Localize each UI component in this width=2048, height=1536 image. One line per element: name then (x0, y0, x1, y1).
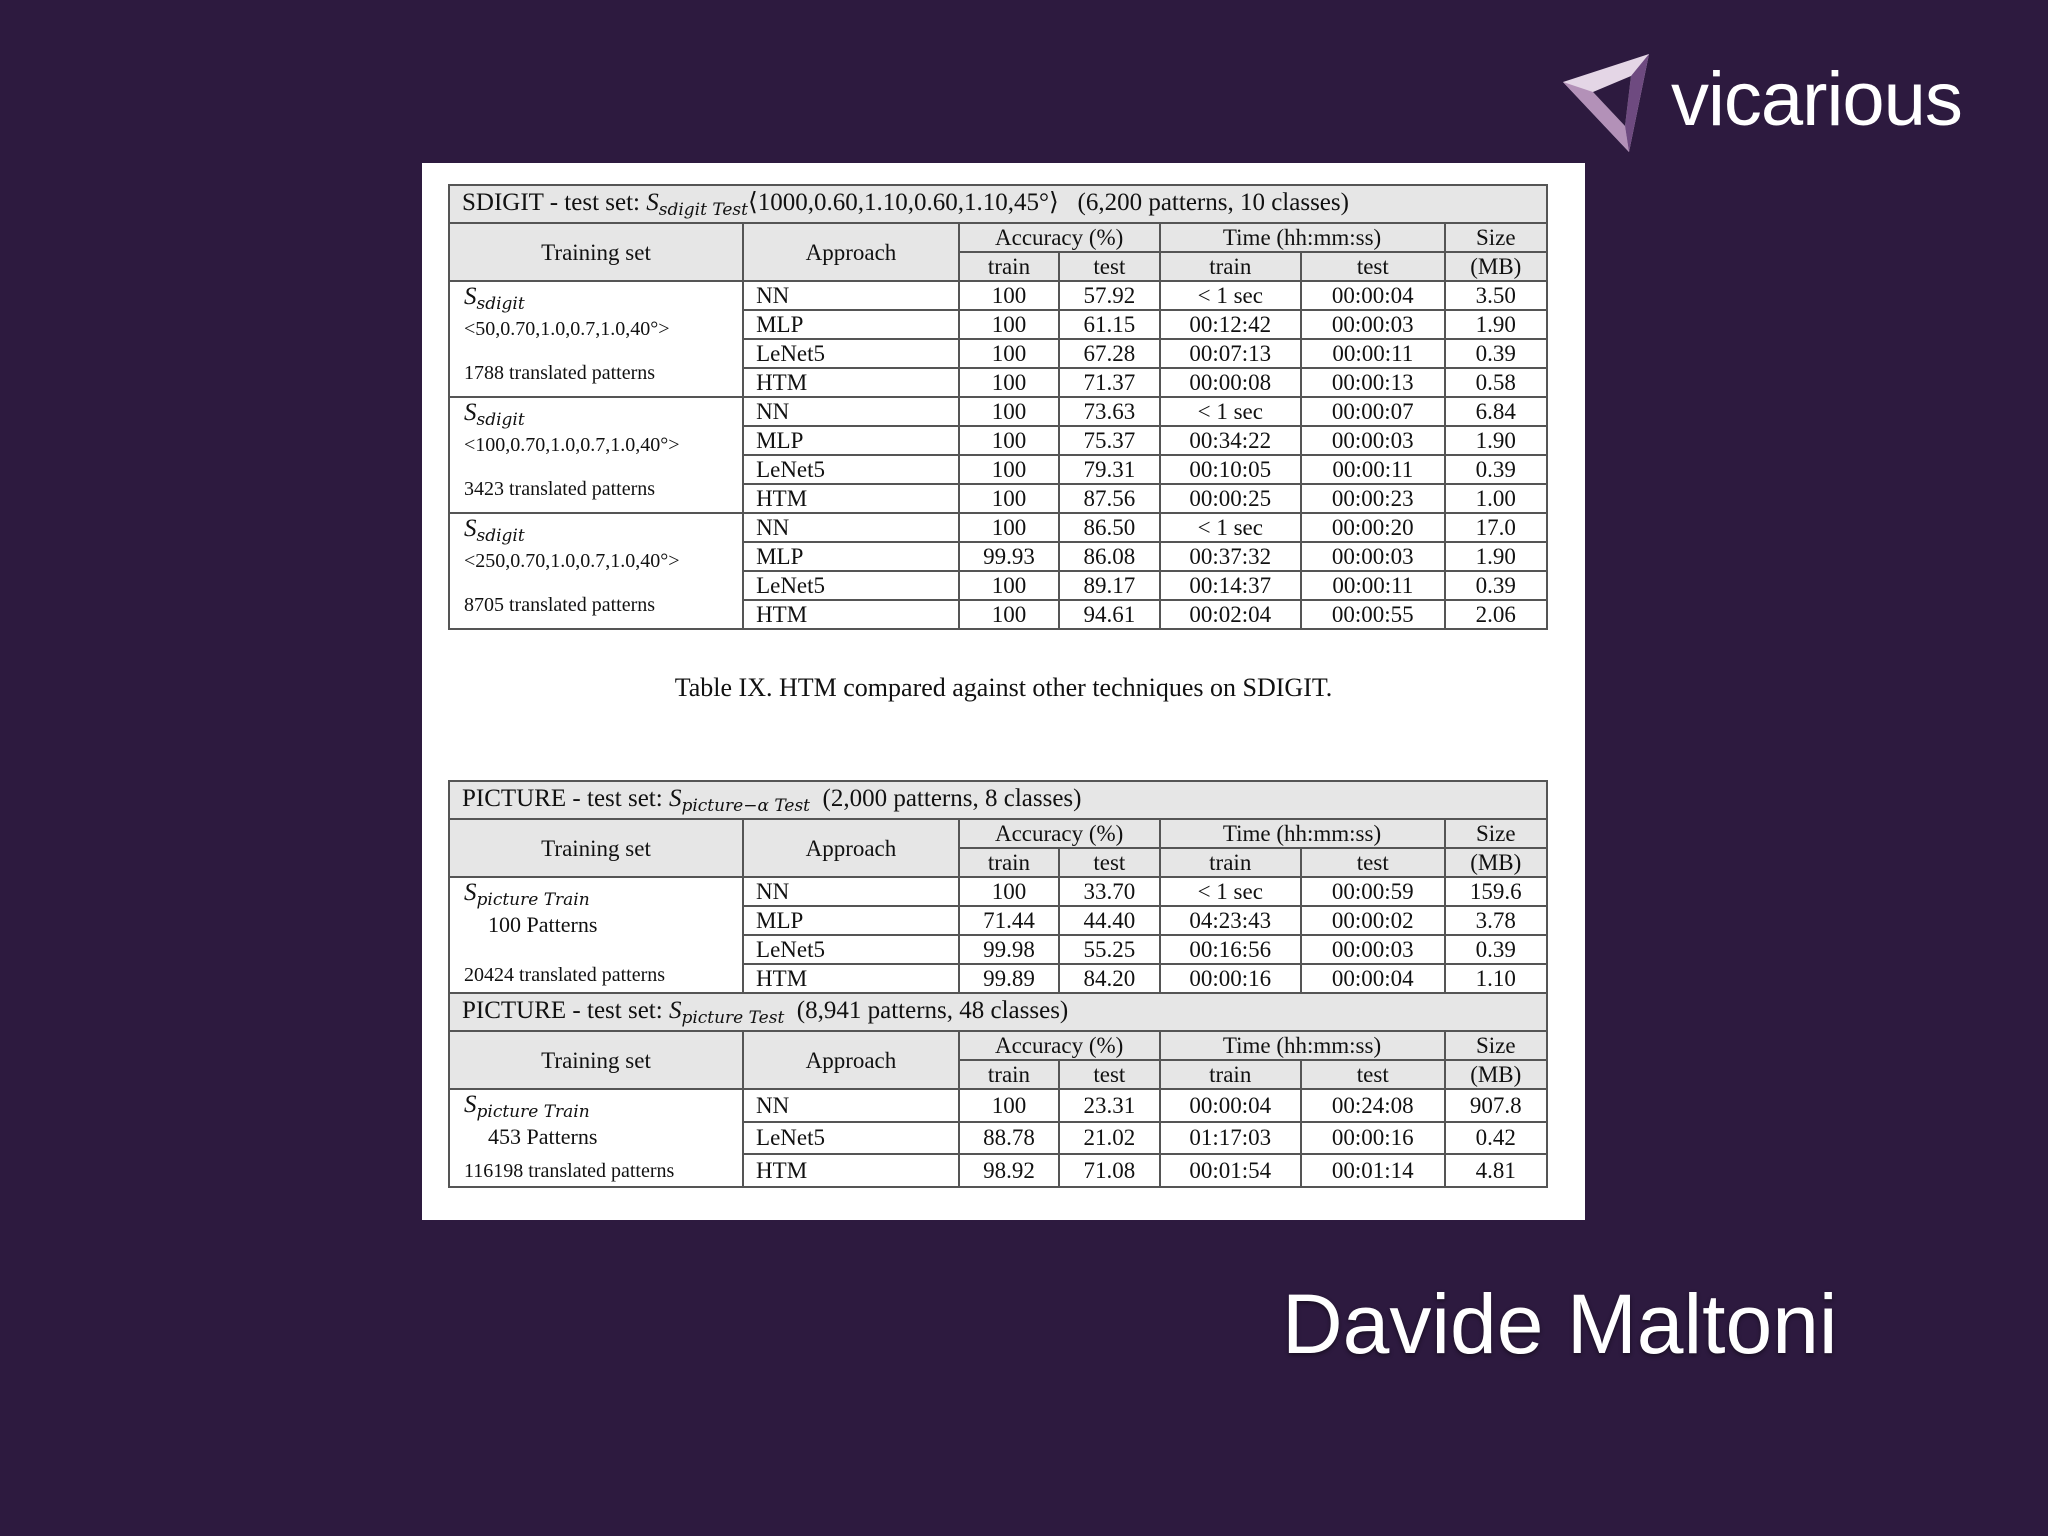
table-row: MLP 71.44 44.40 04:23:43 00:00:02 3.78 (449, 905, 1548, 936)
paper-excerpt: SDIGIT - test set: Ssdigit Test⟨1000,0.6… (422, 163, 1585, 1220)
header-size-unit: (MB) (1443, 847, 1548, 878)
header-approach: Approach (742, 222, 960, 282)
header-time-test: test (1300, 251, 1446, 282)
training-set-cell: Spicture Train 453 Patterns 116198 trans… (447, 1088, 745, 1188)
training-set-cell: Spicture Train 100 Patterns 20424 transl… (447, 876, 745, 994)
vicarious-logo: vicarious (1555, 52, 2048, 162)
table-row: HTM 100 71.37 00:00:08 00:00:13 0.58 (449, 367, 1549, 398)
table-caption: Table IX. HTM compared against other tec… (674, 673, 1333, 702)
table-row: MLP 99.93 86.08 00:37:32 00:00:03 1.90 (449, 541, 1549, 572)
training-set-cell: Ssdigit <250,0.70,1.0,0.7,1.0,40°> 8705 … (447, 512, 745, 630)
header-size-unit: (MB) (1443, 251, 1549, 282)
header-approach: Approach (742, 1030, 960, 1090)
header-acc-test: test (1058, 1059, 1161, 1090)
table-row: Spicture Train 453 Patterns 116198 trans… (447, 1088, 1548, 1188)
author-name: Davide Maltoni (1282, 1277, 1838, 1371)
header-time-test: test (1300, 847, 1446, 878)
header-size-unit: (MB) (1443, 1059, 1548, 1090)
header-acc-train: train (957, 1059, 1061, 1090)
header-size: Size (1443, 1030, 1548, 1061)
header-acc-train: train (957, 251, 1061, 282)
header-acc-test: test (1058, 847, 1161, 878)
table-row: LeNet5 88.78 21.02 01:17:03 00:00:16 0.4… (449, 1120, 1548, 1156)
table-row: MLP 100 61.15 00:12:42 00:00:03 1.90 (449, 309, 1549, 340)
table-row: HTM 100 94.61 00:02:04 00:00:55 2.06 (449, 599, 1549, 630)
table-row: LeNet5 100 67.28 00:07:13 00:00:11 0.39 (449, 338, 1549, 369)
picture-a-table-title: PICTURE - test set: Spicture−α Test (2,0… (448, 780, 1548, 820)
table-row: Spicture Train 100 Patterns 20424 transl… (447, 876, 1548, 994)
training-set-cell: Ssdigit <100,0.70,1.0,0.7,1.0,40°> 3423 … (447, 396, 745, 514)
header-time: Time (hh:mm:ss) (1158, 818, 1446, 849)
header-acc-test: test (1058, 251, 1161, 282)
header-time-train: train (1158, 847, 1302, 878)
table-row: Ssdigit <250,0.70,1.0,0.7,1.0,40°> 8705 … (447, 512, 1549, 630)
sdigit-table-title: SDIGIT - test set: Ssdigit Test⟨1000,0.6… (448, 184, 1548, 224)
table-row: HTM 100 87.56 00:00:25 00:00:23 1.00 (449, 483, 1549, 514)
table-row: HTM 99.89 84.20 00:00:16 00:00:04 1.10 (449, 963, 1548, 994)
header-time-test: test (1300, 1059, 1446, 1090)
header-time: Time (hh:mm:ss) (1158, 222, 1446, 253)
header-acc-train: train (957, 847, 1061, 878)
header-time-train: train (1158, 1059, 1302, 1090)
header-accuracy: Accuracy (%) (957, 1030, 1161, 1061)
table-row: LeNet5 99.98 55.25 00:16:56 00:00:03 0.3… (449, 934, 1548, 965)
header-training-set: Training set (447, 222, 745, 282)
table-row: Ssdigit <50,0.70,1.0,0.7,1.0,40°> 1788 t… (447, 280, 1549, 398)
training-set-cell: Ssdigit <50,0.70,1.0,0.7,1.0,40°> 1788 t… (447, 280, 745, 398)
table-row: MLP 100 75.37 00:34:22 00:00:03 1.90 (449, 425, 1549, 456)
header-time: Time (hh:mm:ss) (1158, 1030, 1446, 1061)
table-row: LeNet5 100 89.17 00:14:37 00:00:11 0.39 (449, 570, 1549, 601)
header-accuracy: Accuracy (%) (957, 818, 1161, 849)
header-accuracy: Accuracy (%) (957, 222, 1161, 253)
header-training-set: Training set (447, 1030, 745, 1090)
vicarious-logo-icon (1563, 54, 1649, 152)
header-time-train: train (1158, 251, 1303, 282)
picture-b-table-title: PICTURE - test set: Spicture Test (8,941… (448, 992, 1548, 1032)
picture-table: PICTURE - test set: Spicture−α Test (2,0… (447, 780, 1548, 1188)
table-row: LeNet5 100 79.31 00:10:05 00:00:11 0.39 (449, 454, 1549, 485)
header-approach: Approach (742, 818, 960, 878)
header-size: Size (1443, 818, 1548, 849)
table-row: Ssdigit <100,0.70,1.0,0.7,1.0,40°> 3423 … (447, 396, 1549, 514)
header-training-set: Training set (447, 818, 745, 878)
header-size: Size (1443, 222, 1549, 253)
brand-name: vicarious (1671, 57, 1963, 142)
sdigit-table: SDIGIT - test set: Ssdigit Test⟨1000,0.6… (447, 184, 1549, 630)
table-row: HTM 98.92 71.08 00:01:54 00:01:14 4.81 (449, 1153, 1548, 1188)
